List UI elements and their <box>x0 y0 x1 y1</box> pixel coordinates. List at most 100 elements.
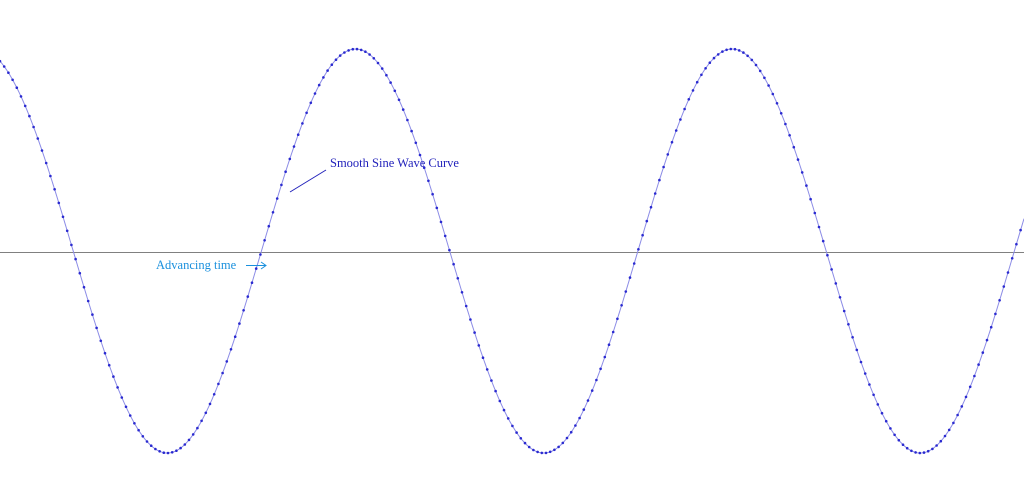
curve-point <box>233 335 237 339</box>
curve-point <box>763 76 766 80</box>
curve-point <box>733 47 737 51</box>
curve-point <box>372 57 376 60</box>
time-label: Advancing time <box>156 258 237 272</box>
curve-point <box>40 149 44 152</box>
curve-point <box>758 69 762 73</box>
curve-point <box>116 386 119 389</box>
curve-point <box>246 295 250 298</box>
curve-point <box>964 395 968 399</box>
curve-point <box>431 192 434 196</box>
curve-point <box>586 399 590 402</box>
curve-point <box>53 188 56 191</box>
curve-point <box>477 344 481 347</box>
curve-point <box>754 63 758 67</box>
curve-point <box>187 438 191 442</box>
curve-point <box>292 145 296 148</box>
curve-point <box>61 215 65 219</box>
curve-point <box>649 205 653 209</box>
curve-point <box>95 326 98 330</box>
curve-point <box>830 268 833 271</box>
curve-point <box>616 317 619 321</box>
curve-point <box>254 267 258 270</box>
curve-point <box>662 165 665 169</box>
curve-point <box>70 243 73 247</box>
curve-point <box>989 325 993 329</box>
curve-point <box>57 201 61 205</box>
curve-point <box>15 86 19 89</box>
curve-point <box>242 309 245 312</box>
curve-point <box>208 402 212 406</box>
curve-point <box>994 312 997 316</box>
curve-point <box>196 426 199 430</box>
curve-point <box>691 89 695 92</box>
curve-point <box>212 393 216 396</box>
curve-point <box>280 183 283 187</box>
curve-point <box>855 348 859 352</box>
curve-point <box>275 197 279 200</box>
curve-point <box>389 81 392 84</box>
curve-point <box>397 98 401 102</box>
curve-point <box>406 118 409 122</box>
curve-point <box>145 440 149 443</box>
curve-point <box>527 445 531 449</box>
curve-point <box>931 447 934 451</box>
curve-point <box>334 58 338 61</box>
curve-point <box>330 63 334 66</box>
curve-point <box>301 122 304 125</box>
curve-point <box>351 47 355 51</box>
curve-point <box>183 443 187 446</box>
curve-point <box>628 276 632 279</box>
curve-point <box>225 360 229 363</box>
curve-point <box>582 408 586 411</box>
curve-point <box>439 220 443 224</box>
curve-point <box>800 171 804 174</box>
curve-point <box>158 450 161 453</box>
curve-point <box>36 137 40 140</box>
curve-point <box>481 356 485 360</box>
sine-curve <box>0 47 1024 455</box>
curve-point <box>410 129 413 133</box>
curve-point <box>729 47 733 51</box>
curve-point <box>805 184 808 187</box>
curve-point <box>796 158 800 161</box>
curve-point <box>548 450 552 454</box>
curve-point <box>103 351 107 355</box>
curve-point <box>683 107 686 111</box>
curve-point <box>922 451 926 454</box>
curve-point <box>939 439 943 443</box>
curve-point <box>217 382 220 386</box>
curve-point <box>137 428 140 432</box>
curve-point <box>599 367 602 371</box>
curve-point <box>620 304 623 307</box>
curve-point <box>166 451 170 455</box>
curve-point <box>515 431 518 434</box>
curve-point <box>473 331 476 334</box>
curve-point <box>767 84 770 87</box>
curve-point <box>338 54 342 57</box>
curve-point <box>32 125 35 129</box>
curve-point <box>574 424 577 427</box>
curve-point <box>851 336 854 339</box>
curve-point <box>884 419 888 423</box>
curve-point <box>544 451 548 455</box>
curve-point <box>985 338 989 342</box>
curve-point <box>179 446 182 450</box>
curve-point <box>960 405 964 408</box>
curve-point <box>124 405 128 409</box>
curve-point <box>175 449 178 453</box>
curve-point <box>834 282 838 285</box>
curve-point <box>973 374 976 378</box>
curve-point <box>935 444 938 447</box>
curve-point <box>905 446 909 450</box>
curve-point <box>868 383 871 386</box>
curve-point <box>553 448 556 452</box>
curve-point <box>826 253 829 257</box>
curve-point <box>704 67 707 70</box>
curve-point <box>565 436 569 440</box>
curve-point <box>876 403 880 406</box>
curve-point <box>595 378 598 382</box>
curve-point <box>452 262 455 266</box>
curve-point <box>23 104 27 108</box>
curve-point <box>364 50 367 53</box>
